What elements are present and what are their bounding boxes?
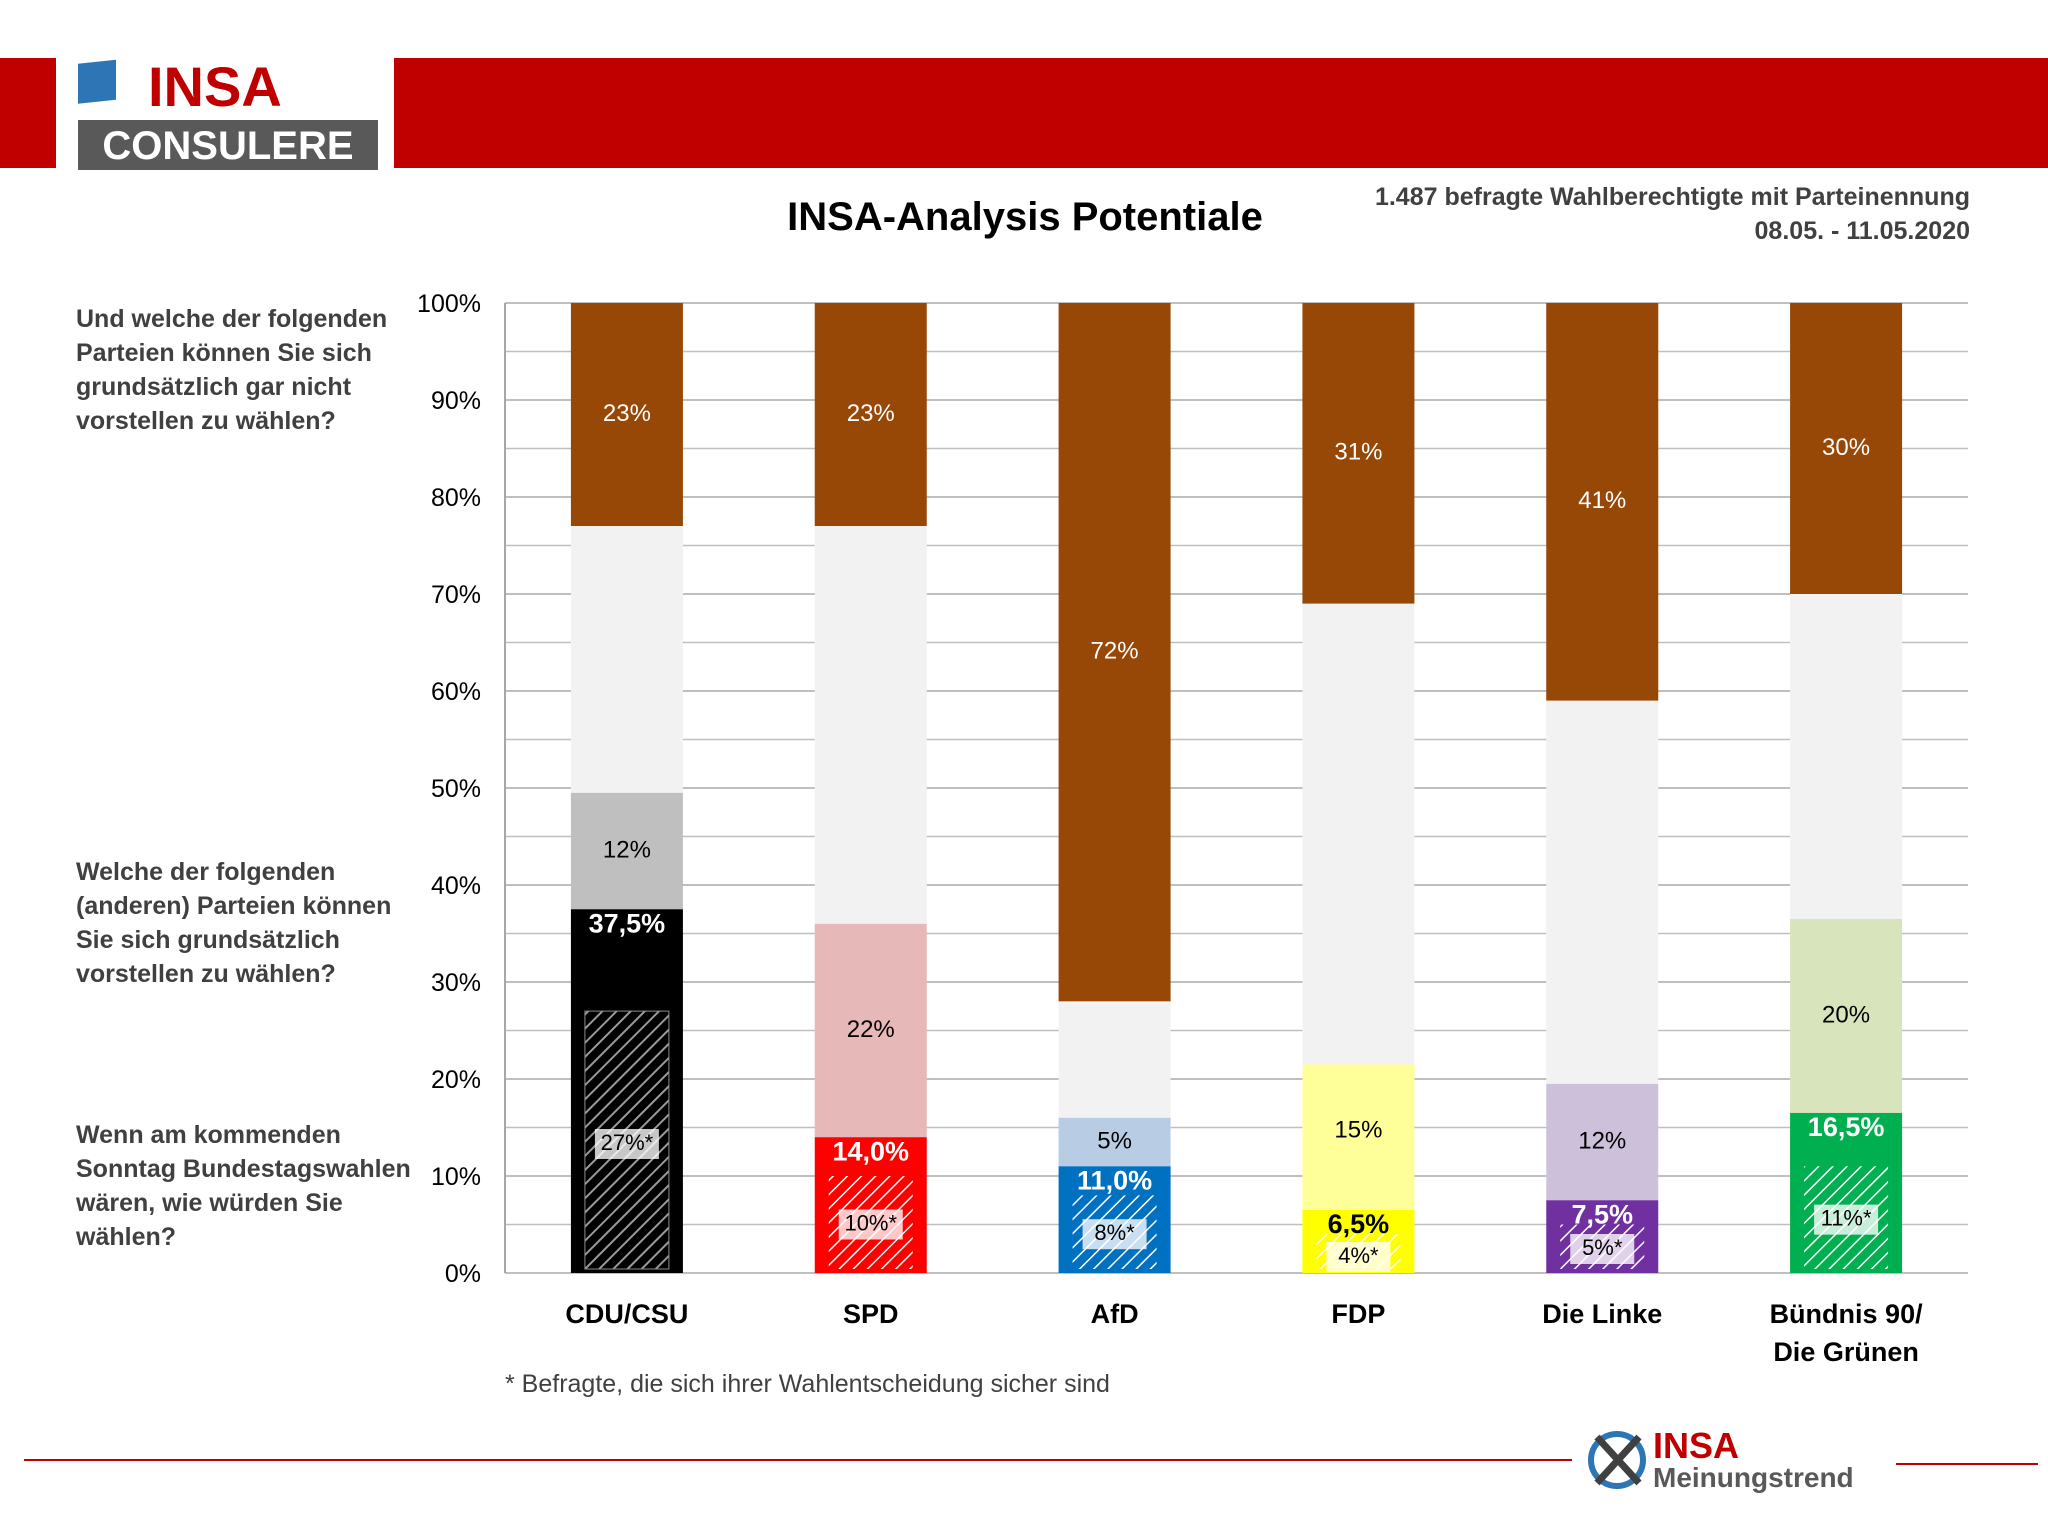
bar-segment-undecided [570, 526, 683, 793]
data-label-not-vote: 30% [1822, 434, 1870, 461]
y-tick-label: 10% [431, 1163, 481, 1191]
data-label-certain: 10%* [844, 1210, 897, 1235]
bar-segment-potential [1546, 1083, 1659, 1201]
y-tick-label: 0% [445, 1260, 481, 1288]
data-label-not-vote: 31% [1334, 439, 1382, 466]
data-label-vote-intention: 11,0% [1077, 1165, 1152, 1195]
logo-bottom-text: CONSULERE [102, 124, 353, 168]
data-label-potential: 12% [603, 836, 651, 863]
bar-segment-potential [1058, 1117, 1171, 1167]
logo-top-text: INSA [148, 58, 282, 118]
y-tick-label: 80% [431, 484, 481, 512]
y-tick-label: 100% [417, 290, 481, 318]
insa-meinungstrend-logo: INSA Meinungstrend [1588, 1425, 1854, 1493]
bar-segment-not-vote [814, 303, 927, 527]
data-label-vote-intention: 37,5% [589, 908, 666, 938]
bar-segment-not-vote [1058, 303, 1171, 1002]
data-label-vote-intention: 6,5% [1328, 1209, 1390, 1239]
data-label-potential: 12% [1578, 1127, 1626, 1154]
y-tick-label: 90% [431, 387, 481, 415]
footer-divider [24, 1459, 1572, 1461]
x-tick-label: CDU/CSU [565, 1299, 688, 1329]
y-tick-label: 30% [431, 969, 481, 997]
y-tick-label: 40% [431, 872, 481, 900]
logo-cube-icon [78, 59, 116, 104]
certain-label-box [1082, 1219, 1147, 1250]
x-tick-label: FDP [1331, 1299, 1385, 1329]
bar-segment-not-vote [570, 303, 683, 527]
bar-segment-undecided [1302, 603, 1415, 1065]
data-label-certain: 11%* [1821, 1205, 1872, 1230]
footer-logo-top: INSA [1653, 1425, 1739, 1466]
data-label-potential: 5% [1097, 1127, 1132, 1154]
bar-segment-not-vote [1546, 303, 1659, 701]
sample-size-text: 1.487 befragte Wahlberechtigte mit Parte… [1374, 183, 1970, 211]
x-tick-label: Die Grünen [1773, 1337, 1919, 1367]
data-label-not-vote: 41% [1578, 487, 1626, 514]
footer-divider-right [1896, 1463, 2038, 1465]
chart-title: INSA-Analysis Potentiale [787, 195, 1263, 239]
question-not-vote: Und welche der folgenden Parteien können… [76, 305, 388, 435]
y-tick-label: 50% [431, 775, 481, 803]
bar-segment-not-vote [1790, 303, 1903, 594]
bar-segment-potential [1302, 1064, 1415, 1210]
certain-label-box [1570, 1234, 1635, 1264]
data-label-certain: 8%* [1094, 1220, 1135, 1245]
insa-consulere-logo: INSA CONSULERE [56, 58, 394, 176]
y-tick-label: 70% [431, 581, 481, 609]
certain-label-box [838, 1209, 903, 1240]
logo-circle-icon [1588, 1431, 1646, 1489]
data-label-vote-intention: 14,0% [832, 1136, 909, 1166]
x-tick-label: AfD [1091, 1299, 1139, 1329]
footer-logo-bottom: Meinungstrend [1653, 1462, 1854, 1493]
bar-segment-undecided [814, 526, 927, 924]
data-label-vote-intention: 16,5% [1808, 1112, 1885, 1142]
data-label-not-vote: 23% [603, 400, 651, 427]
logo-gray-band [78, 120, 378, 170]
date-range-text: 08.05. - 11.05.2020 [1754, 217, 1970, 245]
bar-segment-undecided [1546, 700, 1659, 1084]
data-label-potential: 15% [1334, 1117, 1382, 1144]
x-tick-label: SPD [843, 1299, 899, 1329]
question-potential: Welche der folgenden (anderen) Parteien … [76, 858, 392, 988]
x-tick-label: Die Linke [1542, 1299, 1662, 1329]
data-label-potential: 20% [1822, 1001, 1870, 1028]
data-label-certain: 4%* [1338, 1243, 1379, 1268]
bar-segment-not-vote [1302, 303, 1415, 604]
data-label-not-vote: 72% [1091, 638, 1139, 665]
data-label-certain: 27%* [601, 1130, 654, 1155]
data-label-vote-intention: 7,5% [1571, 1199, 1633, 1229]
y-tick-label: 20% [431, 1066, 481, 1094]
question-sunday: Wenn am kommenden Sonntag Bundestagswahl… [76, 1121, 411, 1251]
certain-label-box [1814, 1204, 1879, 1235]
bar-segment-potential [814, 923, 927, 1138]
bar-segment-undecided [1058, 1001, 1171, 1118]
data-label-not-vote: 23% [847, 400, 895, 427]
bar-segment-potential [1790, 918, 1903, 1113]
x-tick-label: Bündnis 90/ [1770, 1299, 1924, 1329]
bar-segment-potential [570, 792, 683, 910]
certain-label-box [594, 1128, 659, 1159]
certain-label-box [1326, 1242, 1391, 1272]
bar-segment-undecided [1790, 594, 1903, 919]
data-label-potential: 22% [847, 1016, 895, 1043]
y-tick-label: 60% [431, 678, 481, 706]
footnote: * Befragte, die sich ihrer Wahlentscheid… [505, 1370, 1110, 1398]
data-label-certain: 5%* [1582, 1235, 1623, 1260]
